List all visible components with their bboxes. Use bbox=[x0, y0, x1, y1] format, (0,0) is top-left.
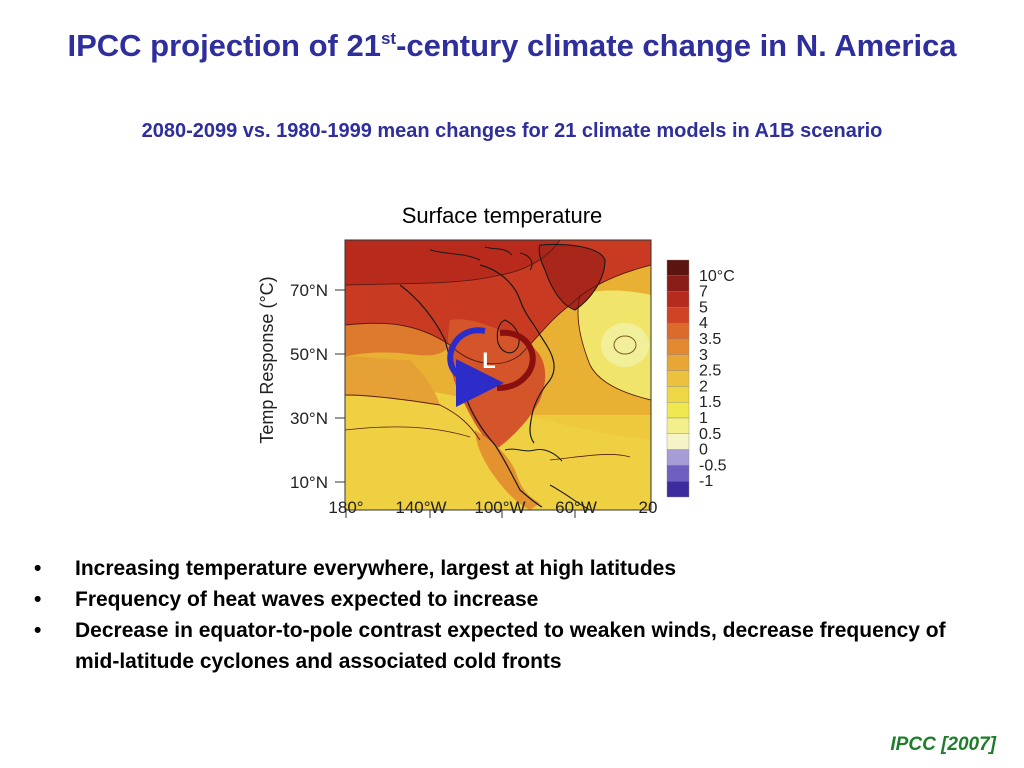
temperature-map bbox=[345, 240, 651, 510]
colorbar-label: 3.5 bbox=[699, 331, 721, 348]
bullet-marker: • bbox=[34, 588, 42, 611]
lat-label: 30°N bbox=[290, 409, 328, 428]
bullet-item: • Increasing temperature everywhere, larg… bbox=[34, 553, 994, 584]
lon-label: 100°W bbox=[474, 498, 525, 517]
colorbar-label: 3 bbox=[699, 347, 708, 364]
colorbar-label: -0.5 bbox=[699, 457, 727, 474]
lon-label: 180° bbox=[328, 498, 363, 517]
low-pressure-marker: L bbox=[447, 327, 536, 407]
colorbar-swatch bbox=[666, 275, 690, 292]
colorbar-swatch bbox=[666, 307, 690, 324]
map-frame bbox=[344, 239, 652, 511]
bullet-marker: • bbox=[34, 557, 42, 580]
colorbar-label: 10°C bbox=[699, 268, 735, 285]
bullet-text: Decrease in equator-to-pole contrast exp… bbox=[75, 619, 946, 673]
lon-label: 140°W bbox=[395, 498, 446, 517]
colorbar-label: 1 bbox=[699, 410, 708, 427]
slide-subtitle: 2080-2099 vs. 1980-1999 mean changes for… bbox=[141, 120, 883, 142]
colorbar-swatch bbox=[666, 417, 690, 435]
colorbar-label: 5 bbox=[699, 299, 708, 316]
bullet-item: • Frequency of heat waves expected to inc… bbox=[34, 584, 994, 615]
colorbar-label: 7 bbox=[699, 284, 708, 301]
colorbar-label: 2 bbox=[699, 378, 708, 395]
temperature-map-figure: Temp Response (°C) bbox=[257, 239, 735, 518]
bullet-marker: • bbox=[34, 619, 42, 642]
lon-label: 20 bbox=[639, 498, 658, 517]
bullet-text: Increasing temperature everywhere, large… bbox=[75, 557, 677, 580]
colorbar-swatch bbox=[666, 338, 690, 356]
colorbar-label: 0 bbox=[699, 442, 708, 459]
colorbar-swatch bbox=[666, 433, 690, 450]
colorbar-swatch bbox=[666, 370, 690, 387]
low-pressure-label: L bbox=[482, 348, 495, 373]
colorbar-label: 1.5 bbox=[699, 394, 721, 411]
lon-label: 60°W bbox=[555, 498, 597, 517]
colorbar-label: 2.5 bbox=[699, 363, 721, 380]
citation: IPCC [2007] bbox=[890, 734, 996, 755]
bullet-list: • Increasing temperature everywhere, larg… bbox=[34, 553, 994, 677]
lat-label: 70°N bbox=[290, 281, 328, 300]
colorbar-swatch bbox=[666, 386, 690, 403]
lat-label: 10°N bbox=[290, 473, 328, 492]
colorbar-swatch bbox=[666, 481, 690, 498]
map-title: Surface temperature bbox=[401, 203, 603, 228]
colorbar-swatch bbox=[666, 291, 690, 308]
colorbar-swatch bbox=[666, 465, 690, 482]
colorbar-swatch bbox=[666, 259, 690, 277]
colorbar-swatch bbox=[666, 354, 690, 371]
colorbar-label: -1 bbox=[699, 473, 713, 490]
lat-label: 50°N bbox=[290, 345, 328, 364]
slide-title: IPCC projection of 21st-century climate … bbox=[67, 28, 957, 63]
longitude-labels: 180° 140°W 100°W 60°W 20 bbox=[328, 498, 657, 517]
colorbar-swatch bbox=[666, 401, 690, 419]
bullet-item: • Decrease in equator-to-pole contrast ex… bbox=[34, 615, 994, 677]
y-axis-label: Temp Response (°C) bbox=[257, 276, 277, 443]
colorbar-swatch bbox=[666, 449, 690, 466]
latitude-labels: 70°N 50°N 30°N 10°N bbox=[290, 281, 328, 492]
colorbar-label: 0.5 bbox=[699, 426, 721, 443]
colorbar-label: 4 bbox=[699, 315, 708, 332]
colorbar-swatch bbox=[666, 322, 690, 340]
bullet-text: Frequency of heat waves expected to incr… bbox=[75, 588, 539, 611]
